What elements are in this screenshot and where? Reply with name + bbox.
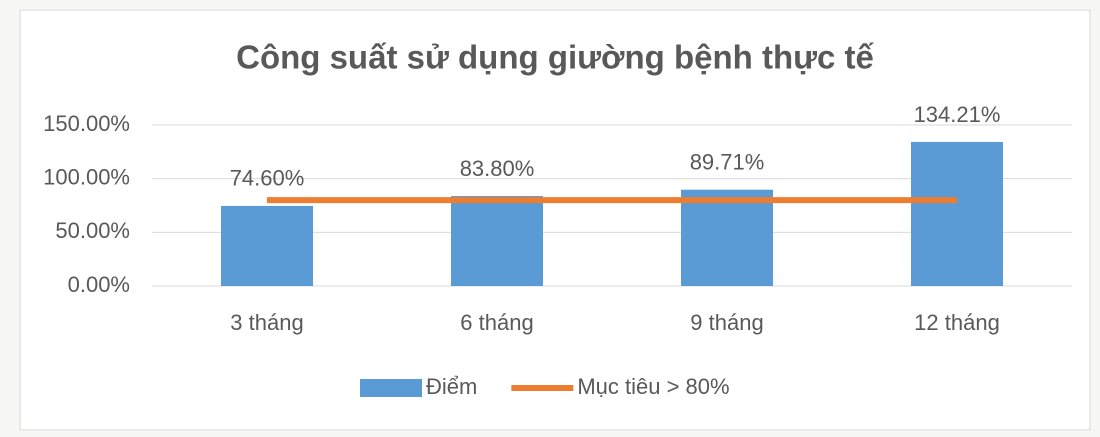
data-label: 89.71% (690, 150, 765, 175)
data-label: 74.60% (230, 166, 305, 191)
bar (681, 189, 773, 286)
data-label: 134.21% (914, 102, 1001, 127)
bar (451, 196, 543, 286)
x-tick-label: 9 tháng (690, 310, 763, 335)
x-tick-label: 12 tháng (914, 310, 1000, 335)
y-tick-label: 150.00% (43, 111, 130, 136)
bar (911, 141, 1003, 286)
y-tick-label: 50.00% (55, 218, 130, 243)
chart-title: Công suất sử dụng giường bệnh thực tế (236, 39, 874, 76)
x-tick-label: 6 tháng (460, 310, 533, 335)
x-tick-label: 3 tháng (230, 310, 303, 335)
y-tick-label: 0.00% (68, 272, 130, 297)
legend-label: Mục tiêu > 80% (577, 374, 729, 399)
legend-swatch (360, 379, 422, 397)
bar (221, 205, 313, 286)
legend-label: Điểm (426, 374, 477, 399)
y-tick-label: 100.00% (43, 164, 130, 189)
data-label: 83.80% (460, 156, 535, 181)
